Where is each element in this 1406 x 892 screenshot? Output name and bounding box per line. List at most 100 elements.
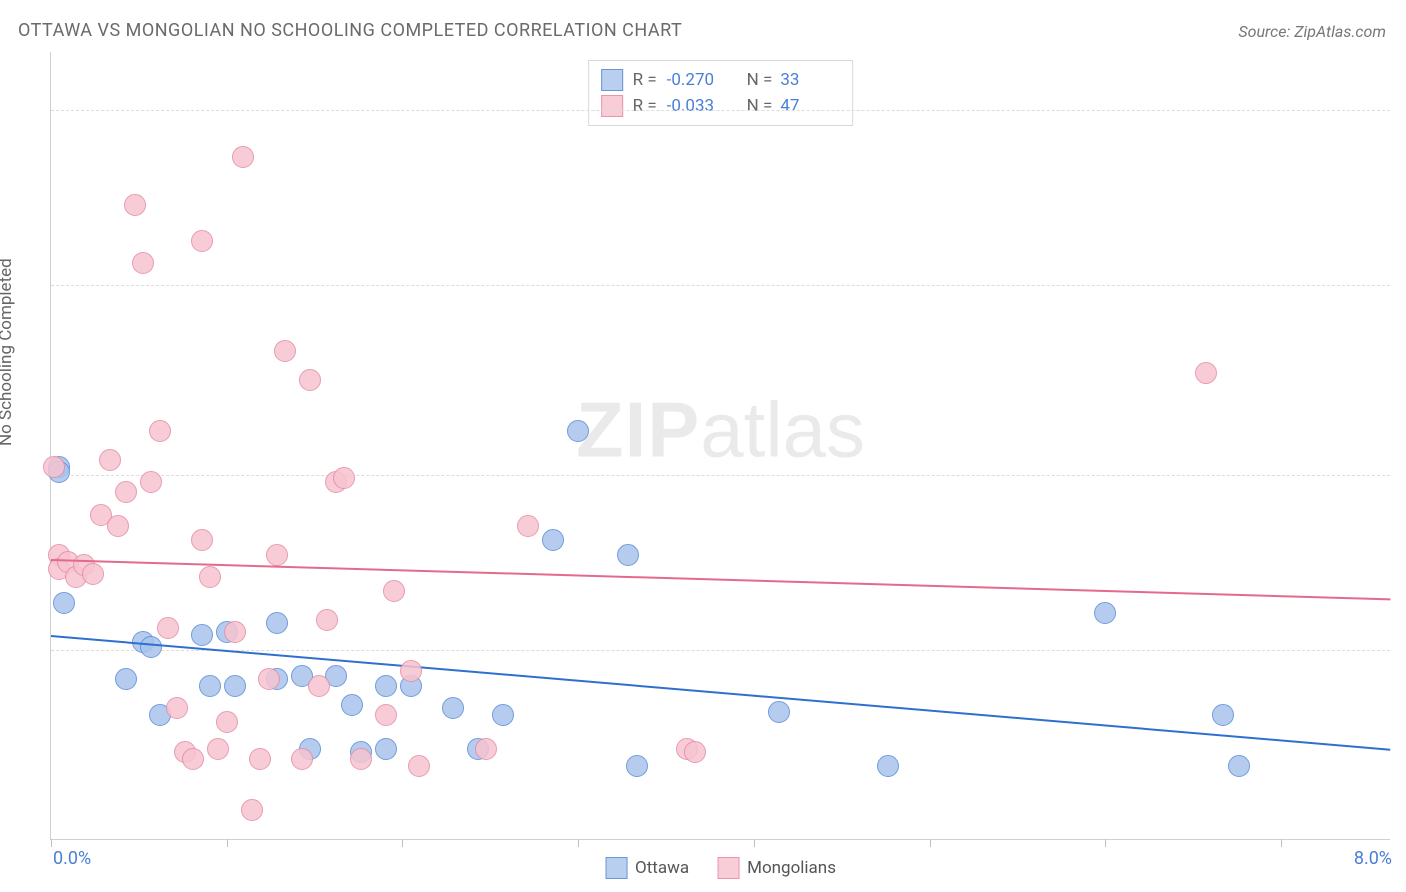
x-tick [402,839,403,847]
data-point-mongolians [82,563,104,585]
regression-line-ottawa [51,635,1390,751]
x-tick [1105,839,1106,847]
data-point-mongolians [115,481,137,503]
data-point-ottawa [1094,602,1116,624]
data-point-ottawa [140,636,162,658]
data-point-mongolians [191,529,213,551]
data-point-ottawa [375,738,397,760]
data-point-mongolians [333,467,355,489]
series-legend-item-mongolians: Mongolians [717,857,836,879]
data-point-ottawa [266,612,288,634]
legend-swatch [717,857,739,879]
data-point-mongolians [291,748,313,770]
scatter-plot-area: ZIPatlas R =-0.270N =33R =-0.033N =47 Ot… [50,52,1390,840]
watermark: ZIPatlas [576,384,865,475]
data-point-ottawa [53,592,75,614]
series-legend: Ottawa Mongolians [605,857,836,879]
data-point-mongolians [157,617,179,639]
source-prefix: Source: [1238,22,1294,41]
data-point-mongolians [107,515,129,537]
series-legend-item-ottawa: Ottawa [605,857,689,879]
data-point-ottawa [492,704,514,726]
data-point-ottawa [375,675,397,697]
legend-n-value: 33 [780,70,840,90]
data-point-ottawa [191,624,213,646]
legend-swatch [605,857,627,879]
series-label: Ottawa [635,858,689,878]
data-point-mongolians [124,194,146,216]
data-point-ottawa [626,755,648,777]
data-point-mongolians [299,369,321,391]
legend-swatch [601,95,623,117]
data-point-ottawa [567,420,589,442]
legend-row-ottawa: R = -0.270 N = 33 [601,67,841,93]
gridline [51,475,1390,476]
legend-n-label: N = [747,70,773,90]
data-point-mongolians [266,544,288,566]
watermark-bold: ZIP [576,385,700,473]
data-point-mongolians [350,748,372,770]
x-tick [578,839,579,847]
data-point-mongolians [400,660,422,682]
data-point-mongolians [475,738,497,760]
data-point-mongolians [684,741,706,763]
legend-row-mongolians: R =-0.033N =47 [601,93,841,119]
data-point-mongolians [99,449,121,471]
legend-r-value: -0.270 [667,70,727,90]
source-name: ZipAtlas.com [1294,22,1386,41]
data-point-ottawa [617,544,639,566]
data-point-mongolians [207,738,229,760]
data-point-ottawa [115,668,137,690]
legend-r-label: R = [633,70,657,90]
data-point-mongolians [166,697,188,719]
data-point-mongolians [43,456,65,478]
data-point-mongolians [216,711,238,733]
data-point-ottawa [768,701,790,723]
data-point-mongolians [517,515,539,537]
x-tick [930,839,931,847]
data-point-mongolians [1195,362,1217,384]
data-point-mongolians [232,146,254,168]
data-point-mongolians [199,566,221,588]
data-point-mongolians [249,748,271,770]
data-point-mongolians [316,609,338,631]
data-point-mongolians [132,252,154,274]
series-label: Mongolians [747,858,836,878]
data-point-ottawa [224,675,246,697]
data-point-mongolians [191,230,213,252]
data-point-ottawa [1228,755,1250,777]
correlation-legend: R =-0.270N =33R =-0.033N =47 [588,60,854,126]
data-point-mongolians [308,675,330,697]
data-point-ottawa [341,694,363,716]
data-point-ottawa [542,529,564,551]
x-axis-max-label: 8.0% [1354,848,1392,869]
x-tick [1281,839,1282,847]
gridline [51,110,1390,111]
data-point-mongolians [149,420,171,442]
gridline [51,650,1390,651]
legend-swatch [601,69,623,91]
data-point-mongolians [274,340,296,362]
data-point-mongolians [258,668,280,690]
data-point-mongolians [408,755,430,777]
data-point-ottawa [1212,704,1234,726]
data-point-mongolians [241,799,263,821]
legend-r-value: -0.033 [667,96,727,116]
chart-title: OTTAWA VS MONGOLIAN NO SCHOOLING COMPLET… [18,20,682,41]
data-point-mongolians [182,748,204,770]
data-point-mongolians [140,471,162,493]
data-point-ottawa [442,697,464,719]
data-point-ottawa [199,675,221,697]
x-tick [754,839,755,847]
y-axis-label: No Schooling Completed [0,258,16,446]
x-axis-min-label: 0.0% [53,848,91,869]
x-tick [51,839,52,847]
gridline [51,285,1390,286]
data-point-mongolians [383,580,405,602]
regression-line-mongolians [51,559,1390,600]
data-point-mongolians [375,704,397,726]
source-attribution: Source: ZipAtlas.com [1238,22,1386,41]
data-point-ottawa [877,755,899,777]
data-point-mongolians [224,621,246,643]
legend-n-label: N = [747,96,773,116]
